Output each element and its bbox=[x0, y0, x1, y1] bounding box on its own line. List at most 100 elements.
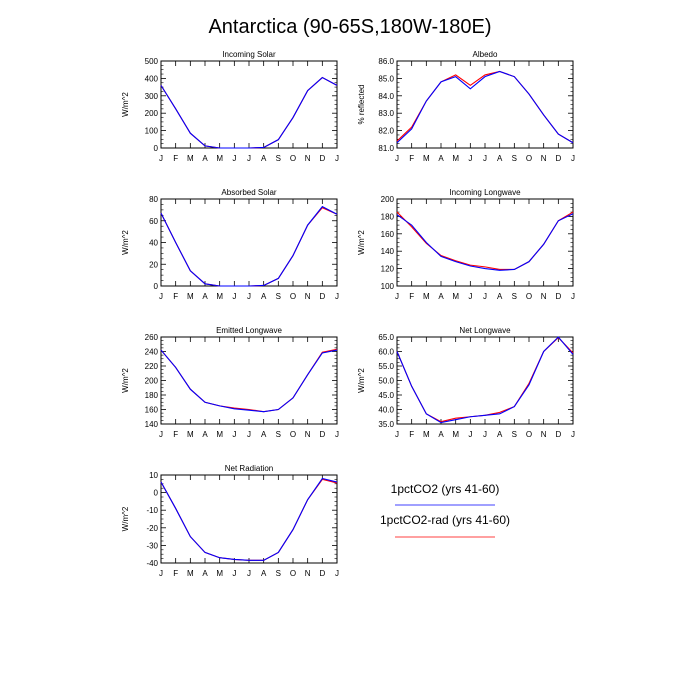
y-tick-label: 200 bbox=[381, 195, 395, 204]
x-tick-label: J bbox=[335, 154, 339, 163]
x-tick-label: F bbox=[173, 154, 178, 163]
x-tick-label: D bbox=[319, 430, 325, 439]
panel-title: Absorbed Solar bbox=[221, 188, 276, 197]
y-axis-label: W/m^2 bbox=[357, 368, 366, 393]
x-tick-label: N bbox=[541, 292, 547, 301]
y-tick-label: 86.0 bbox=[378, 57, 394, 66]
x-tick-label: J bbox=[232, 430, 236, 439]
x-tick-label: D bbox=[319, 292, 325, 301]
y-tick-label: -20 bbox=[146, 524, 158, 533]
y-tick-label: 300 bbox=[145, 92, 159, 101]
x-tick-label: O bbox=[290, 154, 296, 163]
x-tick-label: J bbox=[483, 292, 487, 301]
series-line-0 bbox=[160, 477, 338, 561]
x-tick-label: N bbox=[541, 154, 547, 163]
x-tick-label: A bbox=[202, 569, 208, 578]
x-tick-label: A bbox=[438, 292, 444, 301]
x-tick-label: J bbox=[483, 430, 487, 439]
x-tick-label: F bbox=[173, 292, 178, 301]
x-tick-label: S bbox=[276, 569, 281, 578]
y-axis-label: % reflected bbox=[357, 84, 366, 124]
y-tick-label: 83.0 bbox=[378, 109, 394, 118]
x-tick-label: A bbox=[261, 430, 267, 439]
x-tick-label: S bbox=[276, 430, 281, 439]
x-tick-label: M bbox=[423, 292, 430, 301]
x-tick-label: N bbox=[305, 430, 311, 439]
y-tick-label: 55.0 bbox=[378, 362, 394, 371]
x-tick-label: A bbox=[202, 154, 208, 163]
x-tick-label: J bbox=[247, 292, 251, 301]
plot-frame bbox=[396, 336, 574, 425]
panel-title: Incoming Solar bbox=[222, 50, 276, 59]
x-tick-label: J bbox=[159, 292, 163, 301]
x-tick-label: D bbox=[555, 292, 561, 301]
y-axis-label: W/m^2 bbox=[121, 368, 130, 393]
figure-title: Antarctica (90-65S,180W-180E) bbox=[208, 16, 491, 38]
y-tick-label: 120 bbox=[381, 265, 395, 274]
panel-title: Albedo bbox=[473, 50, 498, 59]
series-line-0 bbox=[396, 336, 574, 424]
x-tick-label: D bbox=[555, 430, 561, 439]
series-line-1 bbox=[160, 348, 338, 413]
x-tick-label: M bbox=[216, 154, 223, 163]
y-tick-label: 500 bbox=[145, 57, 159, 66]
y-tick-label: 82.0 bbox=[378, 127, 394, 136]
x-tick-label: O bbox=[526, 154, 532, 163]
panel-title: Incoming Longwave bbox=[449, 188, 521, 197]
x-tick-label: J bbox=[232, 292, 236, 301]
y-tick-label: 40.0 bbox=[378, 406, 394, 415]
x-tick-label: A bbox=[202, 430, 208, 439]
y-tick-label: 80 bbox=[149, 195, 158, 204]
y-tick-label: 160 bbox=[381, 230, 395, 239]
x-tick-label: F bbox=[409, 430, 414, 439]
x-tick-label: F bbox=[409, 292, 414, 301]
x-tick-label: J bbox=[468, 430, 472, 439]
y-axis-label: W/m^2 bbox=[121, 92, 130, 117]
y-axis-label: W/m^2 bbox=[121, 230, 130, 255]
y-tick-label: 200 bbox=[145, 377, 159, 386]
y-tick-label: 60 bbox=[149, 217, 158, 226]
x-tick-label: A bbox=[497, 292, 503, 301]
x-tick-label: M bbox=[452, 154, 459, 163]
plot-frame bbox=[160, 60, 338, 149]
x-tick-label: M bbox=[187, 154, 194, 163]
y-tick-label: 140 bbox=[145, 420, 159, 429]
y-tick-label: -30 bbox=[146, 541, 158, 550]
y-tick-label: 240 bbox=[145, 348, 159, 357]
y-tick-label: 0 bbox=[154, 282, 159, 291]
plot-frame bbox=[160, 474, 338, 564]
x-tick-label: O bbox=[290, 569, 296, 578]
x-tick-label: M bbox=[187, 569, 194, 578]
x-tick-label: J bbox=[232, 154, 236, 163]
x-tick-label: J bbox=[247, 154, 251, 163]
x-tick-label: S bbox=[512, 292, 517, 301]
y-tick-label: 160 bbox=[145, 406, 159, 415]
x-tick-label: M bbox=[216, 569, 223, 578]
y-tick-label: 65.0 bbox=[378, 333, 394, 342]
x-tick-label: J bbox=[395, 430, 399, 439]
x-tick-label: S bbox=[276, 292, 281, 301]
x-tick-label: J bbox=[395, 292, 399, 301]
x-tick-label: J bbox=[335, 569, 339, 578]
x-tick-label: F bbox=[173, 430, 178, 439]
legend-label-1: 1pctCO2-rad (yrs 41-60) bbox=[380, 513, 510, 527]
y-tick-label: 40 bbox=[149, 239, 158, 248]
x-tick-label: J bbox=[335, 430, 339, 439]
y-tick-label: -40 bbox=[146, 559, 158, 568]
x-tick-label: D bbox=[555, 154, 561, 163]
series-line-0 bbox=[160, 349, 338, 413]
y-tick-label: 220 bbox=[145, 362, 159, 371]
x-tick-label: N bbox=[305, 569, 311, 578]
x-tick-label: A bbox=[261, 292, 267, 301]
panel-title: Net Radiation bbox=[225, 464, 273, 473]
x-tick-label: A bbox=[497, 430, 503, 439]
x-tick-label: F bbox=[173, 569, 178, 578]
x-tick-label: J bbox=[335, 292, 339, 301]
